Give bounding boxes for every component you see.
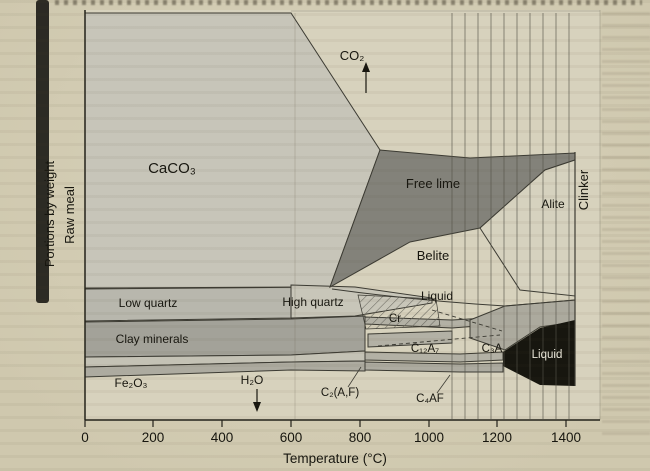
label-clinker: Clinker (576, 169, 591, 210)
label-co2: CO₂ (340, 48, 365, 63)
region-liquid-melt (503, 320, 575, 386)
label-caco3: CaCO₃ (148, 160, 196, 177)
x-tick-label: 0 (81, 430, 89, 445)
label-c12a7: C₁₂A₇ (411, 343, 439, 355)
x-tick-label: 1400 (551, 430, 581, 445)
y-axis-title: Portions by weight (42, 161, 57, 268)
label-liquid-melt: Liquid (532, 349, 563, 361)
h2o-down-arrow-icon (253, 389, 261, 412)
label-liquid: Liquid (421, 289, 453, 303)
page-binding-shadow (36, 0, 49, 303)
c4af-leader-line (436, 374, 451, 394)
label-free-lime: Free lime (406, 176, 460, 191)
label-raw-meal: Raw meal (62, 186, 77, 244)
dashed-boundary-2 (431, 309, 503, 332)
label-h2o: H₂O (241, 373, 264, 387)
x-tick-label: 400 (211, 430, 234, 445)
label-belite: Belite (417, 248, 450, 263)
x-axis-tick-marks (84, 420, 567, 427)
label-cr: Cr (389, 313, 401, 325)
x-axis-title: Temperature (°C) (283, 451, 387, 466)
label-low-quartz: Low quartz (119, 296, 178, 310)
label-c4af: C₄AF (416, 393, 444, 405)
clinker-zone-hatching (451, 13, 576, 419)
region-cr-hatched (357, 294, 441, 330)
x-tick-label: 600 (280, 430, 303, 445)
label-clay-minerals: Clay minerals (116, 332, 189, 346)
label-c3a: C₃A (482, 343, 503, 355)
x-tick-label: 200 (142, 430, 165, 445)
x-tick-label: 1000 (414, 430, 444, 445)
co2-up-arrow-icon (362, 62, 370, 93)
label-high-quartz: High quartz (282, 295, 343, 309)
x-tick-label: 800 (349, 430, 372, 445)
label-c2af: C₂(A,F) (321, 387, 359, 399)
label-alite: Alite (541, 197, 565, 211)
region-c4af (364, 361, 504, 373)
c2af-leader-line (347, 366, 362, 388)
x-tick-label: 1200 (482, 430, 512, 445)
label-fe2o3: Fe₂O₃ (115, 376, 148, 390)
belite-lower-boundary (331, 288, 576, 307)
